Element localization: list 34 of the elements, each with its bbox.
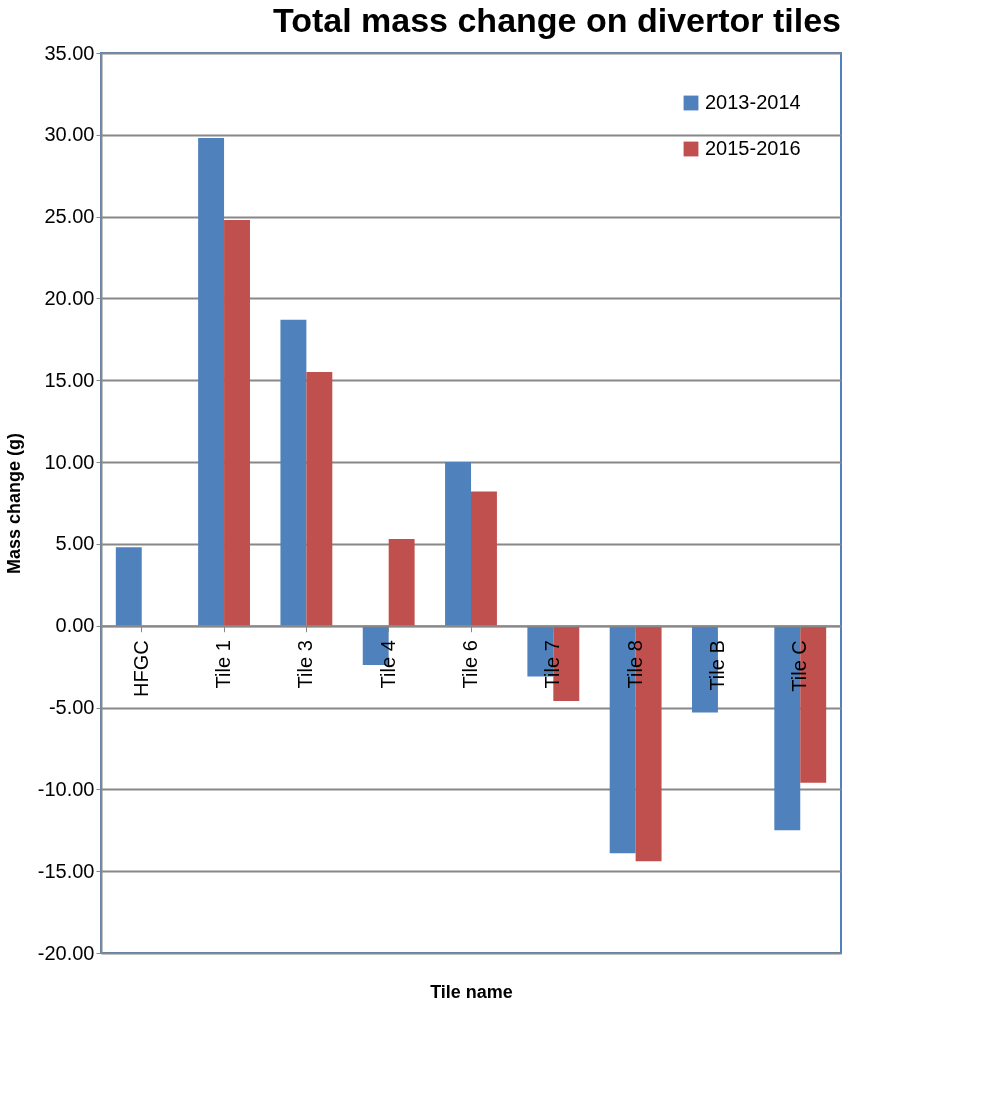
y-tick-label: -5.00: [48, 696, 95, 719]
x-tick-label: Tile 8: [623, 640, 646, 689]
x-tick-label: Tile 1: [212, 640, 235, 689]
bar: [280, 319, 307, 626]
x-tick-label: Tile 6: [459, 640, 481, 689]
y-tick-label: 35.00: [44, 41, 95, 64]
y-tick-label: 0.00: [55, 614, 95, 637]
bar: [471, 491, 497, 626]
bar: [388, 539, 415, 626]
y-axis-title: Mass change (g): [3, 432, 24, 575]
x-tick-label: Tile 4: [376, 640, 399, 689]
legend-label: 2013-2014: [705, 91, 801, 113]
y-tick-label: -15.00: [37, 859, 95, 882]
x-tick-label: HFGC: [129, 640, 152, 697]
y-tick-label: 20.00: [44, 286, 95, 309]
y-tick-label: 5.00: [55, 532, 95, 555]
x-tick-label: Tile C: [788, 640, 811, 692]
bar: [445, 462, 471, 626]
y-tick-label: 25.00: [44, 205, 95, 228]
bar: [198, 138, 225, 626]
x-tick-label: Tile 3: [294, 640, 317, 689]
x-tick-label: Tile 7: [541, 640, 564, 689]
legend-label: 2015-2016: [705, 137, 801, 159]
y-tick-label: -10.00: [37, 777, 95, 800]
x-axis-title: Tile name: [430, 981, 513, 1002]
y-tick-label: 30.00: [44, 123, 95, 146]
y-tick-label: -20.00: [37, 941, 95, 964]
x-tick-label: Tile B: [705, 640, 728, 691]
bar: [224, 219, 250, 626]
bar: [306, 372, 333, 626]
y-tick-label: 15.00: [44, 368, 95, 391]
bar: [115, 547, 142, 626]
y-tick-label: 10.00: [44, 450, 95, 473]
chart-title: Total mass change on divertor tiles: [272, 1, 841, 39]
